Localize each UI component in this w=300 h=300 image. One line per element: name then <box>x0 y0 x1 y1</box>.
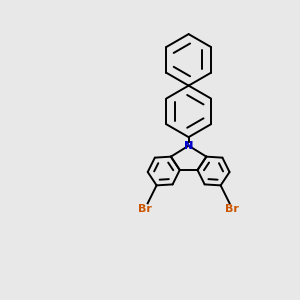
Text: Br: Br <box>138 204 152 214</box>
Text: N: N <box>184 141 193 151</box>
Text: Br: Br <box>225 204 239 214</box>
Text: N: N <box>184 141 193 151</box>
